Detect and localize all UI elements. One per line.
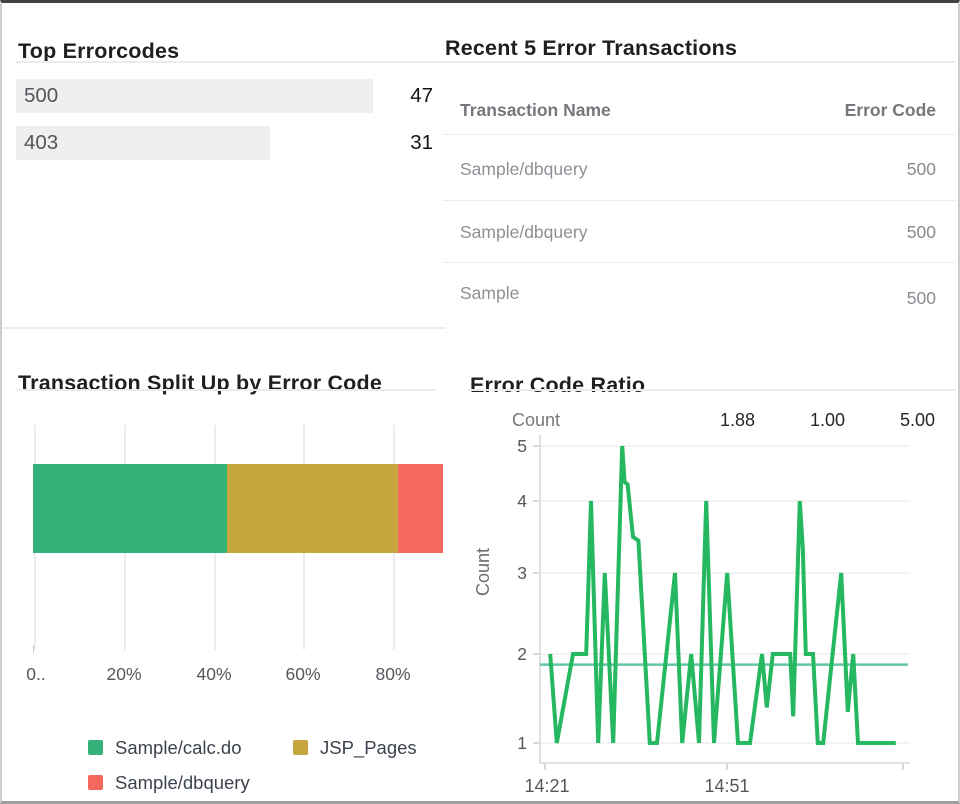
title-divider bbox=[467, 389, 956, 391]
transaction-split-title: Transaction Split Up by Error Code bbox=[18, 370, 382, 395]
stacked-bar[interactable] bbox=[33, 464, 481, 553]
x-axis-label: 20% bbox=[106, 664, 142, 684]
transaction-name: Sample/dbquery bbox=[460, 222, 588, 242]
x-axis-label: 40% bbox=[196, 664, 232, 684]
x-axis-label: 14:21 bbox=[524, 776, 569, 796]
x-axis-label: 14:51 bbox=[704, 776, 749, 796]
errorcode-label: 500 bbox=[24, 84, 59, 107]
line-chart-stats: Count 1.88 1.00 5.00 bbox=[512, 408, 935, 432]
errorcode-bar[interactable]: 500 bbox=[16, 79, 373, 113]
stack-segment[interactable] bbox=[227, 464, 398, 553]
transaction-error-code: 500 bbox=[906, 159, 936, 179]
errorcode-row[interactable]: 500 47 bbox=[16, 79, 445, 113]
column-header-transaction-name: Transaction Name bbox=[460, 100, 611, 120]
column-header-error-code: Error Code bbox=[844, 100, 936, 120]
error-code-ratio-panel: Error Code Ratio Count 1.88 1.00 5.00 1 2… bbox=[443, 340, 956, 801]
y-axis-label: 4 bbox=[517, 491, 527, 511]
stat-avg: 1.88 bbox=[719, 409, 755, 430]
legend-row: Sample/dbquery bbox=[2, 772, 454, 793]
errorcode-label: 403 bbox=[24, 131, 59, 154]
legend-swatch-dbquery[interactable] bbox=[88, 775, 103, 790]
y-axis-label: 1 bbox=[517, 733, 527, 753]
row-divider bbox=[443, 262, 956, 263]
top-errorcodes-panel: Top Errorcodes 500 47 403 31 bbox=[2, 3, 445, 327]
recent-error-transactions-panel: Recent 5 Error Transactions Transaction … bbox=[443, 3, 956, 340]
transaction-name: Sample bbox=[460, 283, 520, 303]
stats-series-label: Count bbox=[512, 409, 561, 430]
error-code-ratio-title: Error Code Ratio bbox=[470, 372, 646, 397]
stat-max: 5.00 bbox=[899, 409, 935, 430]
y-axis-title: Count bbox=[473, 548, 493, 596]
transaction-error-code: 500 bbox=[906, 288, 936, 308]
transaction-error-code: 500 bbox=[906, 222, 936, 242]
legend-swatch-jsp-pages[interactable] bbox=[293, 740, 308, 755]
title-divider bbox=[443, 61, 955, 63]
y-axis-label: 5 bbox=[517, 436, 527, 456]
panel-divider bbox=[2, 327, 446, 329]
title-divider bbox=[16, 389, 436, 391]
stack-segment[interactable] bbox=[33, 464, 227, 553]
transaction-name: Sample/dbquery bbox=[460, 159, 588, 179]
errorcode-row[interactable]: 403 31 bbox=[16, 126, 445, 160]
error-ratio-line-chart[interactable]: 1 2 3 4 5 14:21 14:51 Count bbox=[443, 340, 956, 801]
title-divider bbox=[16, 61, 445, 63]
stat-min: 1.00 bbox=[809, 409, 845, 430]
legend-label[interactable]: Sample/calc.do bbox=[115, 737, 242, 758]
x-axis-label: 0.. bbox=[26, 664, 46, 684]
x-axis-label: 80% bbox=[375, 664, 411, 684]
transaction-split-panel: Transaction Split Up by Error Code 0.. 20… bbox=[2, 327, 481, 801]
header-divider bbox=[443, 134, 956, 135]
legend-row: Sample/calc.do JSP_Pages bbox=[2, 737, 454, 758]
top-errorcodes-title: Top Errorcodes bbox=[18, 38, 180, 63]
x-axis-label: 60% bbox=[285, 664, 321, 684]
axis-tick bbox=[33, 645, 34, 653]
legend-label[interactable]: JSP_Pages bbox=[320, 737, 417, 758]
errorcode-bar[interactable]: 403 bbox=[16, 126, 270, 160]
legend-swatch-calc-do[interactable] bbox=[88, 740, 103, 755]
recent-transactions-title: Recent 5 Error Transactions bbox=[445, 35, 738, 60]
errorcode-count: 31 bbox=[410, 131, 433, 154]
count-series-line[interactable] bbox=[548, 445, 896, 745]
legend-label[interactable]: Sample/dbquery bbox=[115, 772, 250, 793]
errorcode-count: 47 bbox=[410, 84, 433, 107]
row-divider bbox=[443, 200, 956, 201]
y-axis-label: 3 bbox=[517, 563, 527, 583]
y-axis-label: 2 bbox=[517, 644, 527, 664]
